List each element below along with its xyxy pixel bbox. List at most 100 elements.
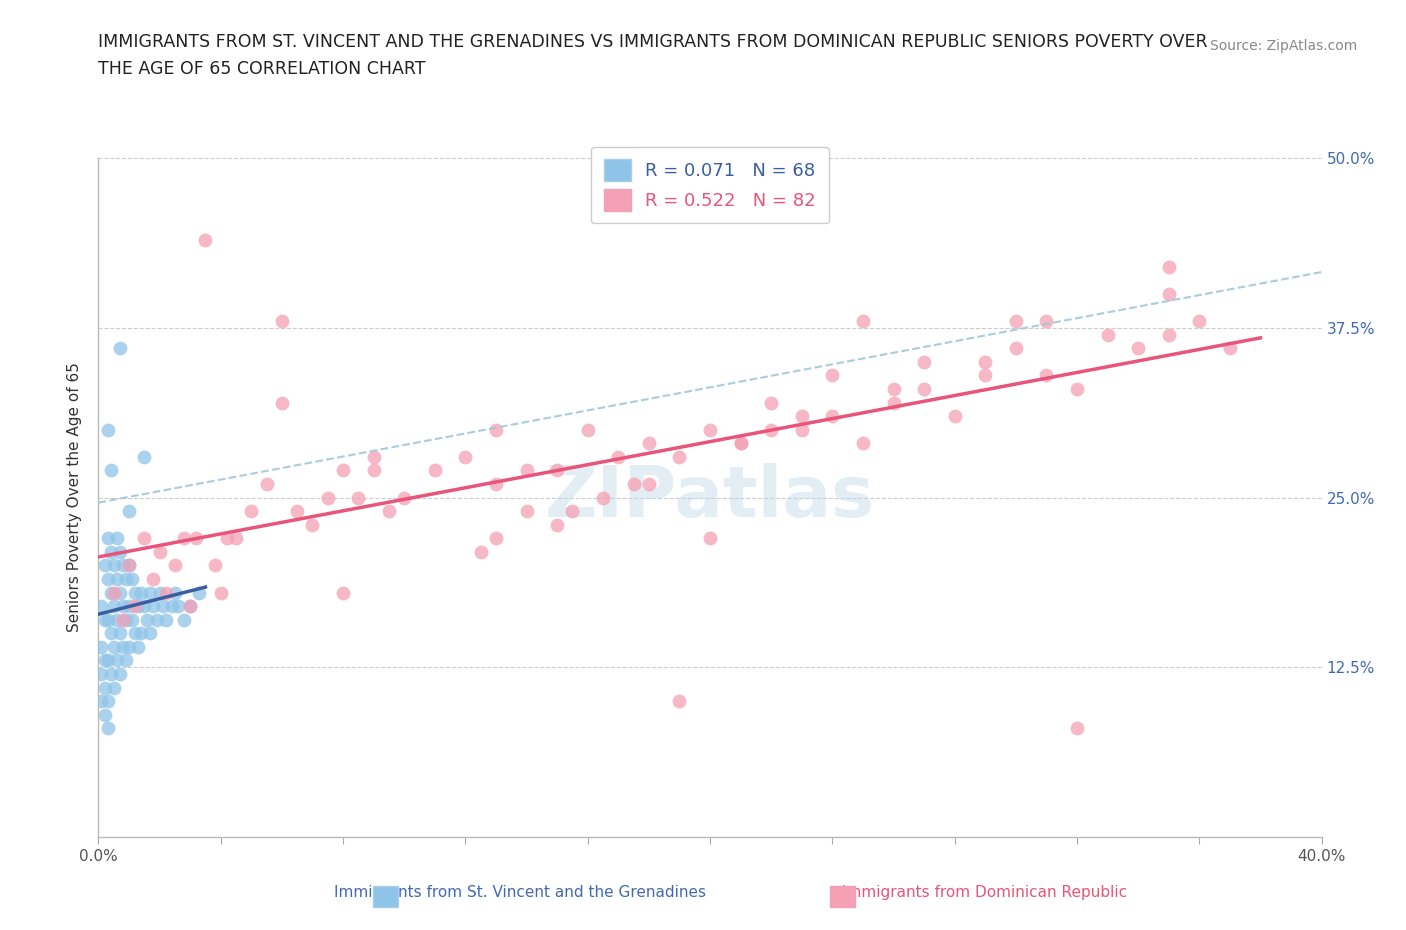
Point xyxy=(100,544,122,559)
Text: Source: ZipAtlas.com: Source: ZipAtlas.com xyxy=(1209,39,1357,53)
Point xyxy=(1157,259,1180,274)
Point xyxy=(105,531,128,546)
Point xyxy=(270,395,292,410)
Point xyxy=(1157,327,1180,342)
Point xyxy=(155,585,177,600)
Point xyxy=(108,340,131,355)
Point xyxy=(139,585,162,600)
Point xyxy=(108,585,131,600)
Point xyxy=(124,599,146,614)
Point xyxy=(163,585,186,600)
Point xyxy=(121,572,143,587)
Point xyxy=(97,721,120,736)
Point xyxy=(470,544,492,559)
Point xyxy=(730,436,752,451)
Point xyxy=(316,490,339,505)
Point xyxy=(179,599,201,614)
Point xyxy=(103,680,125,695)
Point xyxy=(97,422,120,437)
Point xyxy=(124,626,146,641)
Point xyxy=(1004,340,1026,355)
Point xyxy=(1066,381,1088,396)
Point xyxy=(145,612,167,627)
Text: THE AGE OF 65 CORRELATION CHART: THE AGE OF 65 CORRELATION CHART xyxy=(98,60,426,78)
Point xyxy=(134,599,156,614)
Point xyxy=(139,626,162,641)
Point xyxy=(607,449,630,464)
Point xyxy=(111,612,134,627)
Point xyxy=(1004,313,1026,328)
Point xyxy=(129,585,152,600)
Point xyxy=(759,395,782,410)
Point xyxy=(97,653,120,668)
Point xyxy=(100,667,122,682)
Point xyxy=(97,694,120,709)
Point xyxy=(883,395,905,410)
Text: ZIPatlas: ZIPatlas xyxy=(546,463,875,532)
Point xyxy=(912,381,935,396)
Point xyxy=(108,544,131,559)
Point xyxy=(256,476,278,491)
Point xyxy=(852,313,875,328)
Point xyxy=(173,531,195,546)
Point xyxy=(668,694,690,709)
Point xyxy=(790,422,813,437)
Point xyxy=(516,504,538,519)
Point xyxy=(204,558,226,573)
Point xyxy=(699,422,721,437)
Point xyxy=(821,408,844,423)
Point xyxy=(363,463,385,478)
Point xyxy=(118,640,141,655)
Point xyxy=(485,422,508,437)
Point xyxy=(173,612,195,627)
Point xyxy=(134,531,156,546)
Point xyxy=(152,599,174,614)
Point xyxy=(561,504,583,519)
Point xyxy=(118,558,141,573)
Point xyxy=(363,449,385,464)
Point xyxy=(149,585,172,600)
Point xyxy=(108,626,131,641)
Point xyxy=(1035,368,1057,383)
Point xyxy=(423,463,446,478)
Point xyxy=(592,490,614,505)
Point xyxy=(759,422,782,437)
Legend: R = 0.071   N = 68, R = 0.522   N = 82: R = 0.071 N = 68, R = 0.522 N = 82 xyxy=(592,147,828,223)
Point xyxy=(301,517,323,532)
Point xyxy=(118,504,141,519)
Point xyxy=(637,476,661,491)
Point xyxy=(943,408,966,423)
Point xyxy=(576,422,599,437)
Point xyxy=(186,531,208,546)
Point xyxy=(454,449,477,464)
Point xyxy=(115,572,138,587)
Point xyxy=(115,653,138,668)
Point xyxy=(93,612,115,627)
Point xyxy=(93,708,115,723)
Point xyxy=(103,599,125,614)
Point xyxy=(111,558,134,573)
Point xyxy=(1188,313,1211,328)
Point xyxy=(124,585,146,600)
Point xyxy=(142,599,165,614)
Point xyxy=(105,653,128,668)
Point xyxy=(332,585,354,600)
Text: Immigrants from St. Vincent and the Grenadines: Immigrants from St. Vincent and the Gren… xyxy=(335,885,706,900)
Point xyxy=(730,436,752,451)
Point xyxy=(1035,313,1057,328)
Point xyxy=(127,599,149,614)
Point xyxy=(155,612,177,627)
Point xyxy=(142,572,165,587)
Point xyxy=(93,653,115,668)
Point xyxy=(1157,286,1180,301)
Point xyxy=(215,531,238,546)
Point xyxy=(1097,327,1119,342)
Point xyxy=(285,504,308,519)
Point xyxy=(100,463,122,478)
Point xyxy=(1128,340,1150,355)
Point xyxy=(668,449,690,464)
Point xyxy=(90,694,112,709)
Point xyxy=(225,531,247,546)
Point xyxy=(160,599,183,614)
Point xyxy=(103,585,125,600)
